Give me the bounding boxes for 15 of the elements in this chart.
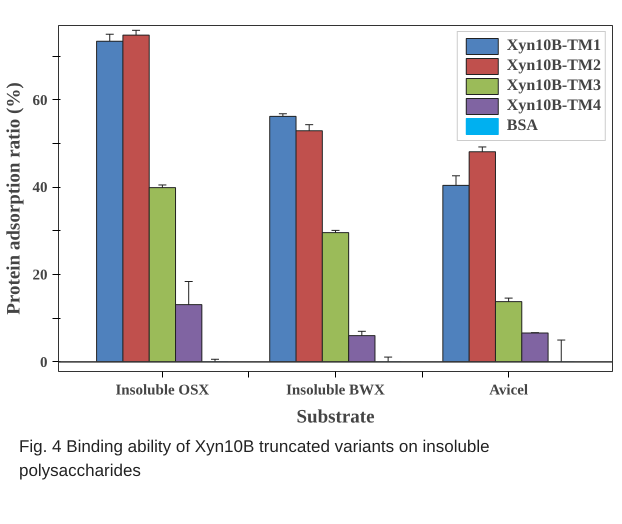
y-axis-title: Protein adsorption ratio (%) [4,82,24,315]
y-tick-label: 60 [32,92,48,109]
x-axis-title: Substrate [296,406,375,428]
x-tick-label: Insoluble BWX [286,382,386,398]
legend-label: Xyn10B-TM2 [506,56,601,76]
x-tick-label: Avicel [489,382,528,398]
caption: Fig. 4 Binding ability of Xyn10B truncated variants on insoluble polysaccharides [19,436,491,482]
y-tick-label: 0 [40,354,48,371]
legend-label: Xyn10B-TM4 [506,96,601,116]
y-tick-label: 20 [32,268,48,284]
legend-label: BSA [506,116,538,136]
y-tick-label: 40 [32,180,48,196]
legend-label: Xyn10B-TM1 [506,36,601,56]
x-tick-label: Insoluble OSX [115,382,210,398]
legend-label: Xyn10B-TM3 [506,76,601,96]
